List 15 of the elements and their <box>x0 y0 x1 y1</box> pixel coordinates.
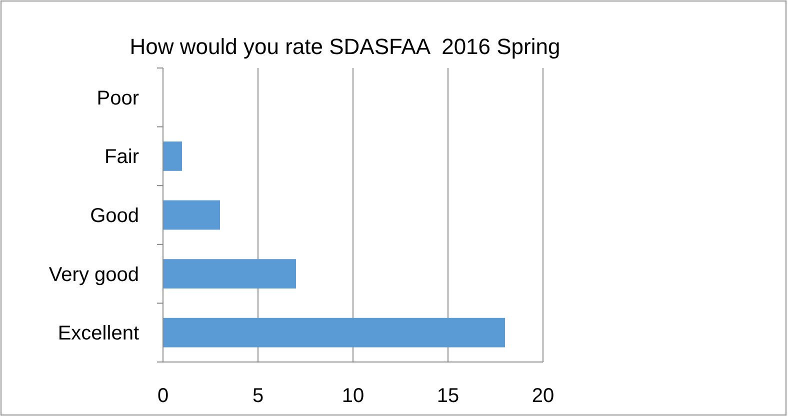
x-tick-label: 0 <box>157 385 169 407</box>
y-tick-label: Good <box>90 205 139 227</box>
y-tick-label: Excellent <box>58 322 140 345</box>
x-tick-label: 20 <box>532 385 554 407</box>
chart-title: How would you rate SDASFAA 2016 Spring <box>130 34 560 59</box>
x-tick-label: 5 <box>252 385 264 407</box>
bar <box>163 259 296 288</box>
bar <box>163 318 505 348</box>
x-tick-label: 10 <box>342 385 364 407</box>
y-tick-label: Poor <box>96 87 140 110</box>
bar <box>163 200 220 230</box>
x-tick-label: 15 <box>436 385 460 407</box>
bar <box>163 142 182 171</box>
y-tick-label: Fair <box>104 146 140 168</box>
y-tick-label: Very good <box>48 264 139 286</box>
